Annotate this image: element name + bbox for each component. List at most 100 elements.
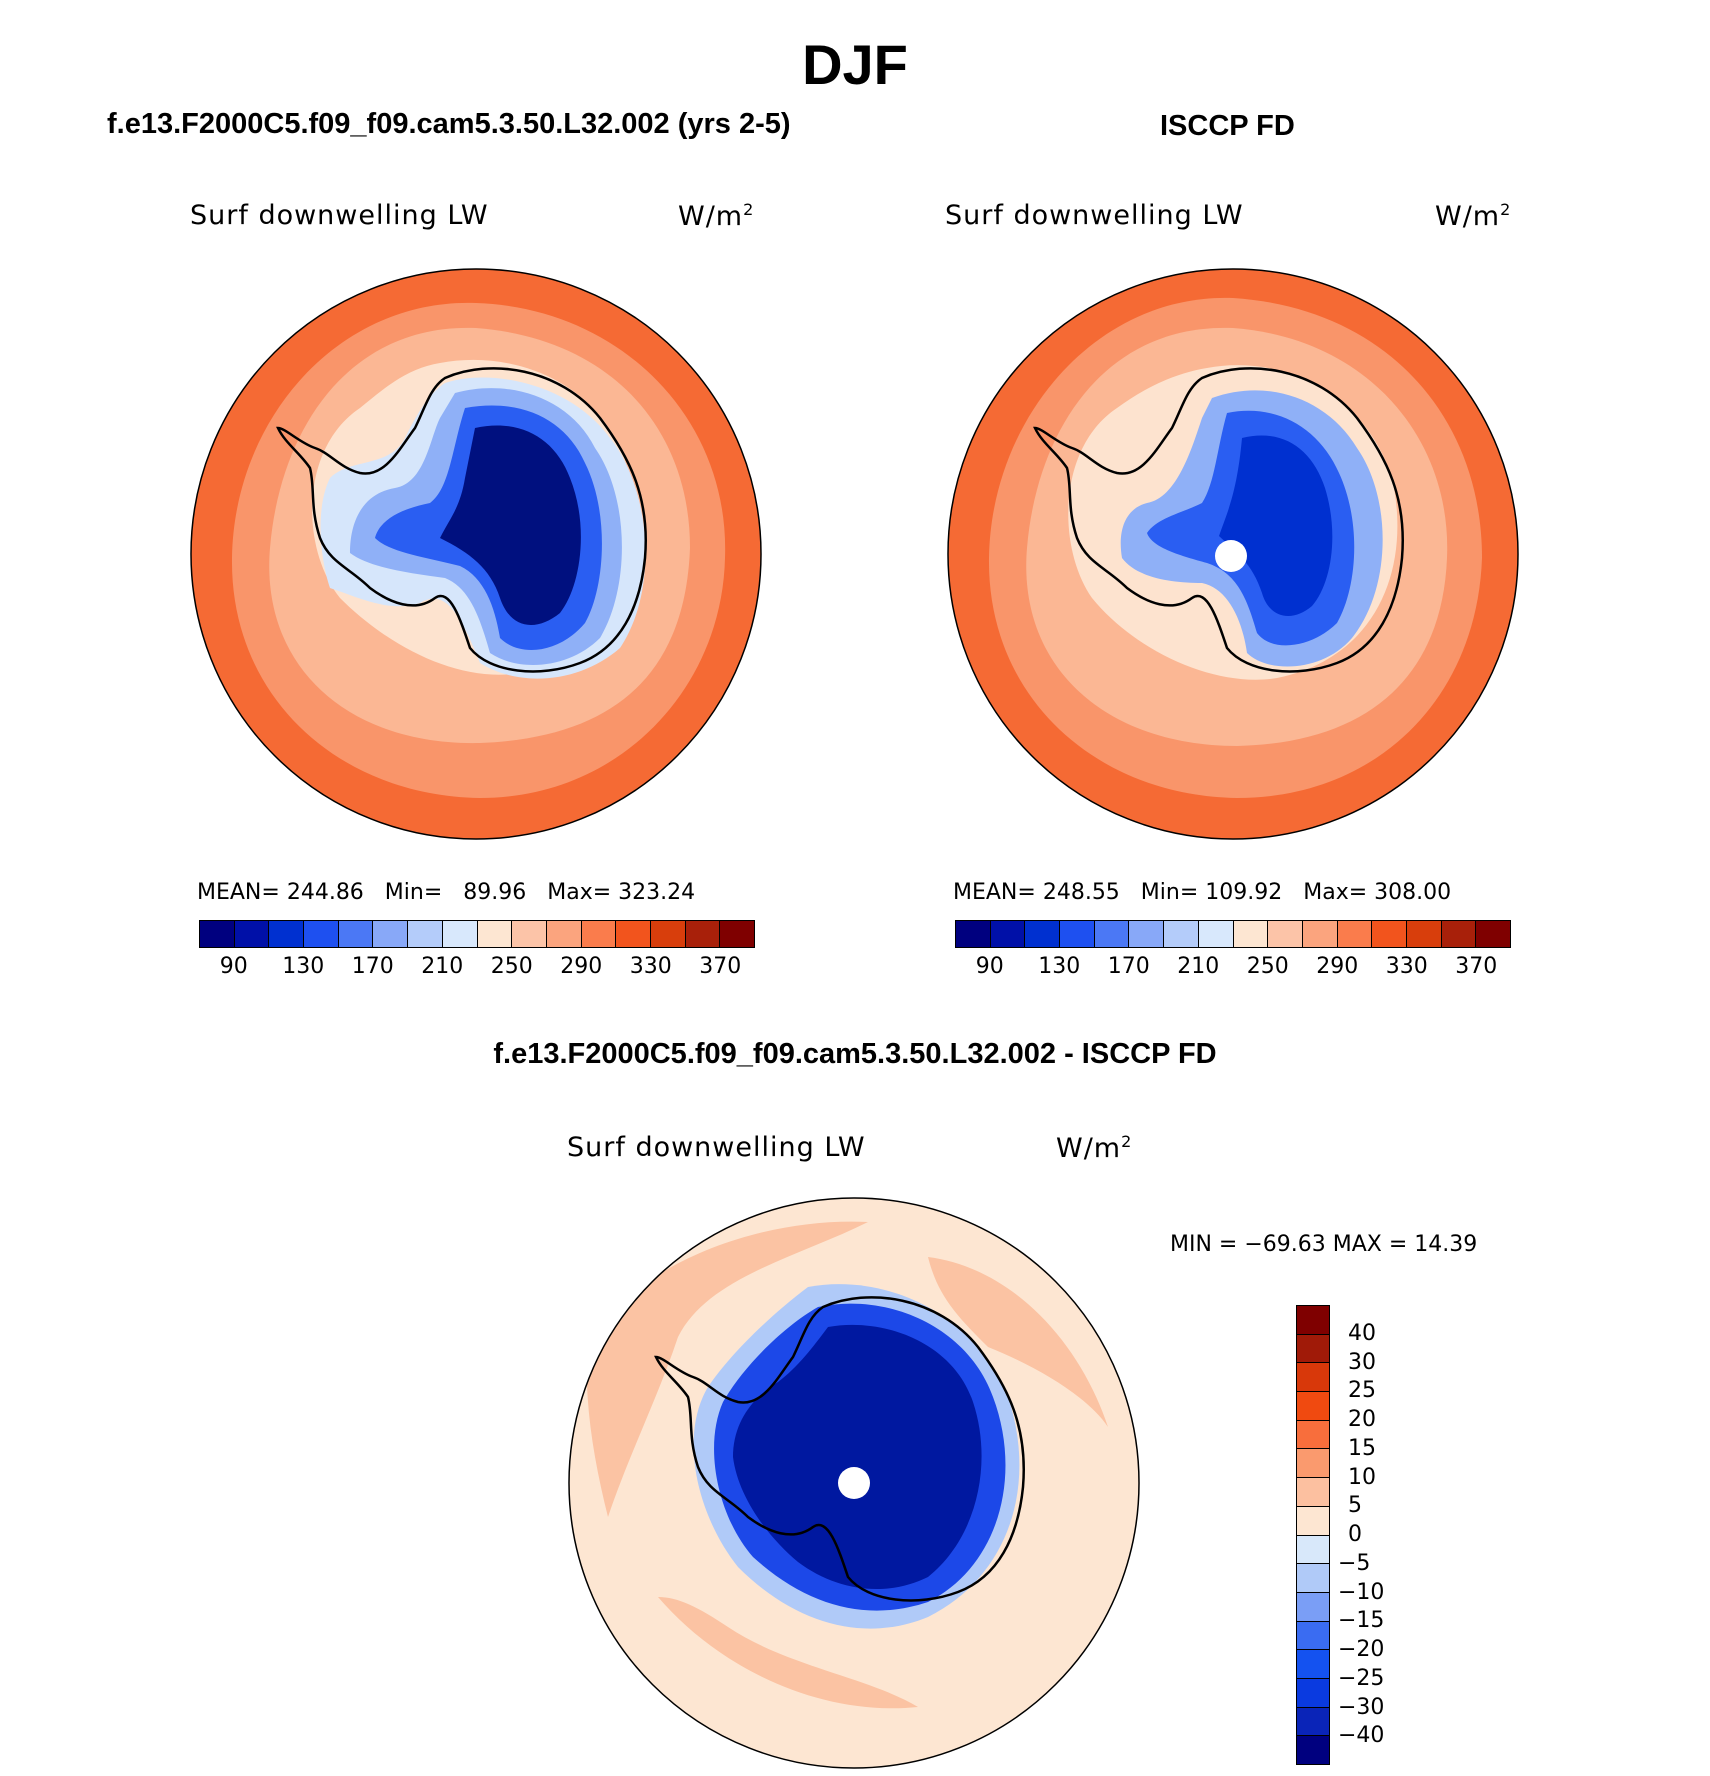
colorbar-swatch <box>1164 921 1199 947</box>
colorbar-swatch <box>1441 921 1477 947</box>
colorbar-swatch <box>338 921 374 947</box>
colorbar-swatch <box>1297 1362 1329 1392</box>
colorbar-tick-label: 25 <box>1348 1378 1376 1404</box>
antarctica-coastline <box>1033 367 1404 673</box>
colorbar-tick-label: 20 <box>1348 1407 1376 1432</box>
colorbar-swatch <box>512 921 547 947</box>
colorbar-swatch <box>1025 921 1061 947</box>
pole-hole <box>1215 540 1247 572</box>
obs-colorbar: 90 130 170 210 250 290 330 370 <box>955 920 1511 979</box>
model-units-label: W/m2 <box>678 200 755 232</box>
colorbar-tick-label: −15 <box>1338 1608 1385 1634</box>
diff-minmax: MIN = −69.63 MAX = 14.39 <box>1170 1232 1478 1257</box>
colorbar-swatch <box>1337 921 1373 947</box>
colorbar-swatch <box>1297 1419 1329 1449</box>
colorbar-tick-label: 130 <box>282 954 325 979</box>
colorbar-tick-label: 250 <box>490 954 533 979</box>
colorbar-swatch <box>477 921 513 947</box>
colorbar-tick-label: 10 <box>1348 1464 1376 1490</box>
colorbar-swatch <box>1372 921 1407 947</box>
colorbar-swatch <box>234 921 270 947</box>
colorbar-swatch <box>1297 1649 1329 1678</box>
colorbar-swatch <box>1297 1505 1329 1535</box>
colorbar-swatch <box>304 921 339 947</box>
map-boundary <box>568 1197 1140 1769</box>
colorbar-swatch <box>442 921 478 947</box>
colorbar-tick-label: −20 <box>1338 1637 1385 1662</box>
diff-warm-patch-west <box>586 1221 868 1517</box>
diff-warm-patch-east <box>928 1257 1108 1427</box>
colorbar-swatch <box>1297 1563 1329 1592</box>
colorbar-swatch <box>1060 921 1095 947</box>
colorbar-swatch <box>1297 1477 1329 1506</box>
colorbar-swatch <box>956 921 991 947</box>
colorbar-swatch <box>1094 921 1130 947</box>
colorbar-swatch <box>1297 1735 1329 1764</box>
diff-deep-zone <box>733 1324 982 1589</box>
colorbar-tick-label: 330 <box>629 954 672 979</box>
obs-variable-label: Surf downwelling LW <box>945 200 1244 231</box>
diff-units-label: W/m2 <box>1056 1132 1133 1164</box>
map-boundary <box>947 268 1519 840</box>
colorbar-tick-label: 290 <box>560 954 603 979</box>
colorbar-swatch <box>720 921 754 947</box>
colorbar-swatch <box>546 921 582 947</box>
colorbar-swatch <box>1297 1448 1329 1478</box>
obs-polar-map <box>947 268 1519 840</box>
colorbar-swatch <box>1268 921 1303 947</box>
colorbar-tick-label: −25 <box>1338 1665 1385 1691</box>
colorbar-tick-label: 0 <box>1348 1522 1362 1547</box>
diff-polar-map <box>568 1197 1140 1769</box>
figure-title: DJF <box>802 33 908 96</box>
antarctica-coastline <box>276 367 647 673</box>
colorbar-swatch <box>373 921 409 947</box>
colorbar-swatch <box>269 921 305 947</box>
obs-stats: MEAN= 248.55 Min= 109.92 Max= 308.00 <box>953 880 1452 905</box>
colorbar-tick-label: 30 <box>1348 1349 1376 1375</box>
colorbar-tick-label: −40 <box>1338 1723 1385 1749</box>
model-colorbar: 90 130 170 210 250 290 330 370 <box>199 920 755 979</box>
colorbar-swatch <box>581 921 617 947</box>
colorbar-swatch <box>200 921 235 947</box>
colorbar-tick-label: −30 <box>1338 1694 1385 1720</box>
colorbar-tick-label: 130 <box>1038 954 1081 979</box>
antarctica-coastline <box>654 1296 1025 1602</box>
colorbar-swatch <box>1297 1620 1329 1650</box>
model-panel-title: f.e13.F2000C5.f09_f09.cam5.3.50.L32.002 … <box>107 108 791 140</box>
model-polar-map <box>190 268 762 840</box>
colorbar-tick-label: 170 <box>1107 954 1150 979</box>
colorbar-swatch <box>685 921 721 947</box>
colorbar-swatch <box>1297 1333 1329 1363</box>
colorbar-tick-label: 170 <box>351 954 394 979</box>
obs-panel-title: ISCCP FD <box>1160 110 1295 142</box>
ice-core-zone <box>440 425 581 625</box>
colorbar-swatch <box>1198 921 1234 947</box>
colorbar-tick-label: −10 <box>1338 1579 1385 1605</box>
diff-colorbar-ticks: −40 −30 −25 −20 −15 −10 −5 0 5 10 15 20 25 30 40 <box>1338 1305 1398 1765</box>
colorbar-tick-label: 370 <box>699 954 742 979</box>
colorbar-tick-label: 250 <box>1246 954 1289 979</box>
colorbar-swatch <box>1297 1391 1329 1420</box>
diff-colorbar <box>1296 1305 1330 1765</box>
colorbar-swatch <box>616 921 651 947</box>
colorbar-tick-label: −5 <box>1338 1550 1371 1576</box>
colorbar-tick-label: 210 <box>1177 954 1220 979</box>
diff-warm-patch-south <box>658 1597 918 1709</box>
colorbar-swatch <box>1302 921 1338 947</box>
colorbar-tick-label: 290 <box>1316 954 1359 979</box>
colorbar-tick-label: 210 <box>421 954 464 979</box>
obs-units-label: W/m2 <box>1435 200 1512 232</box>
colorbar-tick-label: 370 <box>1455 954 1498 979</box>
colorbar-tick-label: 5 <box>1348 1493 1362 1519</box>
colorbar-swatch <box>1297 1534 1329 1564</box>
pole-hole <box>838 1467 870 1499</box>
diff-variable-label: Surf downwelling LW <box>567 1132 866 1163</box>
colorbar-tick-label: 90 <box>975 954 1004 979</box>
colorbar-swatch <box>650 921 686 947</box>
ice-core-zone <box>1219 435 1333 616</box>
model-variable-label: Surf downwelling LW <box>190 200 489 231</box>
colorbar-swatch <box>1297 1591 1329 1621</box>
colorbar-swatch <box>1476 921 1510 947</box>
diff-panel-title: f.e13.F2000C5.f09_f09.cam5.3.50.L32.002 … <box>493 1038 1217 1070</box>
colorbar-swatch <box>1406 921 1442 947</box>
